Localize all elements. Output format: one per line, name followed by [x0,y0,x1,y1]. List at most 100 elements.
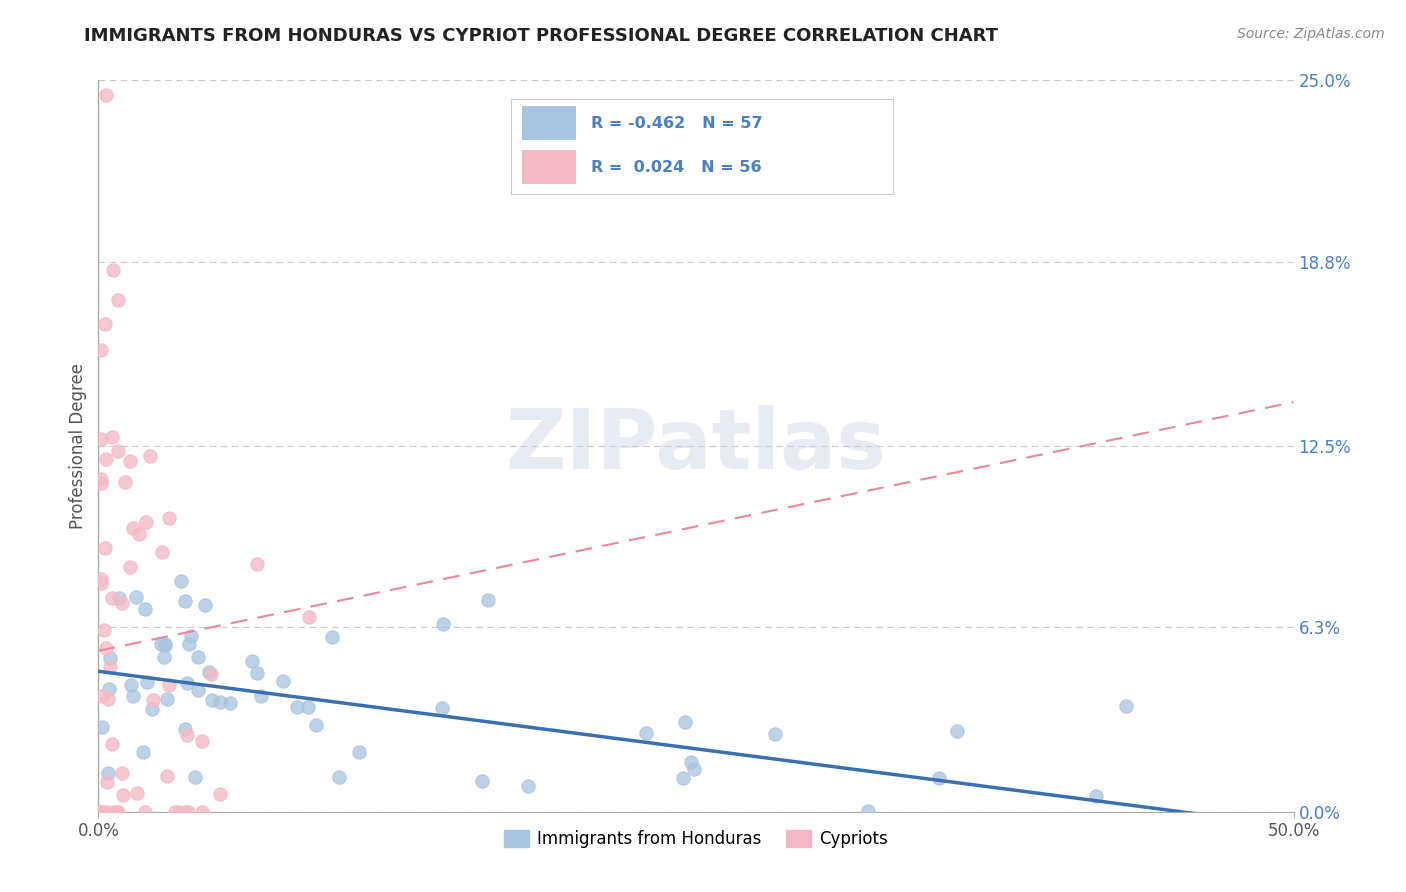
Point [432,700,454,714]
Point [121,521,143,535]
Point [96,641,118,656]
Point [157,510,180,524]
Point [101,805,124,819]
Point [120,454,142,468]
Point [928,771,950,785]
Point [184,770,207,784]
Point [98,651,121,665]
Point [173,722,195,736]
Point [96,452,118,467]
Point [209,695,232,709]
Point [634,726,657,740]
Point [114,475,136,489]
Point [94,318,117,332]
Point [298,610,321,624]
Point [673,715,696,730]
Point [96,805,118,819]
Point [672,772,695,786]
Point [683,762,706,776]
Point [125,590,148,604]
Point [219,696,242,710]
Point [240,654,263,668]
Point [136,675,159,690]
Point [187,683,209,698]
Point [90,805,112,819]
Point [107,293,129,307]
Point [111,596,134,610]
Point [763,727,786,741]
Point [271,674,294,689]
Point [107,805,129,819]
Point [198,665,221,679]
Point [150,545,173,559]
Point [177,637,200,651]
Point [128,527,150,541]
Point [152,650,174,665]
Point [96,775,118,789]
Point [156,692,179,706]
Point [163,805,186,819]
Legend: Immigrants from Honduras, Cypriots: Immigrants from Honduras, Cypriots [496,823,896,855]
Point [432,617,454,632]
Point [679,755,702,769]
Point [91,720,114,734]
Point [191,805,214,819]
Point [90,572,112,586]
Point [90,472,112,486]
Point [246,666,269,681]
Point [90,432,112,446]
Point [190,734,212,748]
Point [187,650,209,665]
Point [156,769,179,783]
Point [201,693,224,707]
Point [174,594,197,608]
Point [142,693,165,707]
Point [111,766,134,780]
Point [250,690,273,704]
Y-axis label: Professional Degree: Professional Degree [69,363,87,529]
Point [101,430,124,444]
Point [517,779,540,793]
Point [194,598,217,612]
Point [108,591,131,605]
Text: IMMIGRANTS FROM HONDURAS VS CYPRIOT PROFESSIONAL DEGREE CORRELATION CHART: IMMIGRANTS FROM HONDURAS VS CYPRIOT PROF… [84,27,998,45]
Point [90,476,112,491]
Point [132,745,155,759]
Point [107,444,129,458]
Point [90,343,112,357]
Point [125,786,148,800]
Text: ZIPatlas: ZIPatlas [506,406,886,486]
Point [170,574,193,588]
Point [139,449,162,463]
Point [101,263,124,277]
Point [135,516,157,530]
Point [176,728,198,742]
Point [104,805,127,819]
Point [134,805,156,819]
Point [94,87,117,102]
Point [200,666,222,681]
Point [321,630,343,644]
Point [153,637,176,651]
Point [101,591,124,605]
Point [287,699,309,714]
Point [177,805,200,819]
Point [93,541,115,556]
Point [120,678,142,692]
Point [477,593,499,607]
Point [174,805,197,819]
Point [328,770,350,784]
Point [141,702,163,716]
Point [134,601,156,615]
Point [1084,789,1107,804]
Point [121,689,143,703]
Point [856,804,879,818]
Point [297,700,319,714]
Point [149,637,172,651]
Point [112,789,135,803]
Point [349,745,371,759]
Point [1115,699,1137,714]
Point [180,629,202,643]
Point [98,660,121,674]
Point [97,691,120,706]
